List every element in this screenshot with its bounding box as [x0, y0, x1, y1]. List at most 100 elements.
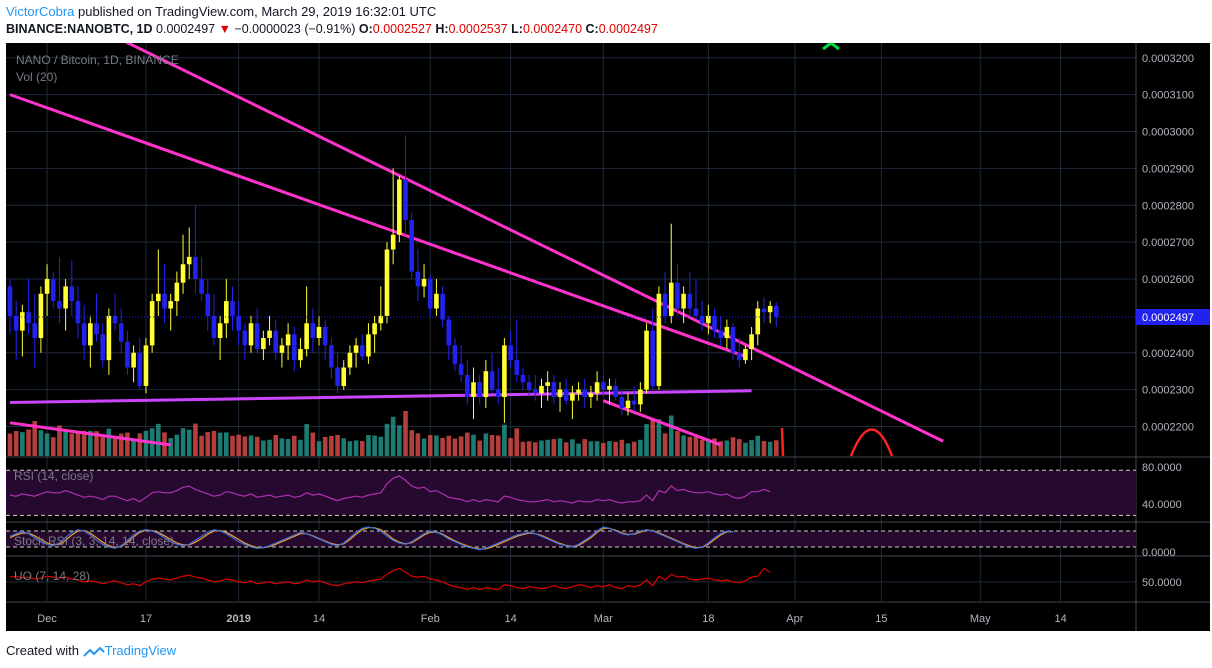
candle-body	[644, 330, 649, 390]
symbol-info: BINANCE:NANOBTC, 1D 0.0002497 ▼ −0.00000…	[6, 22, 658, 36]
candle-body	[600, 382, 606, 390]
volume-bar	[50, 437, 56, 456]
volume-bar	[495, 435, 501, 456]
candle-body	[359, 345, 365, 357]
volume-bar	[217, 432, 223, 456]
chart-area[interactable]: 0.0002497 0.0003200 0.0003100 0.0003000 0.0…	[6, 23, 1210, 631]
candle-body	[477, 382, 482, 397]
candle-body	[285, 334, 291, 346]
stoch-k-line	[9, 526, 734, 551]
volume-bar	[329, 435, 334, 456]
candle-body	[718, 330, 723, 338]
volume-bar	[205, 432, 211, 456]
volume-bar	[397, 425, 402, 456]
volume-bar	[180, 428, 186, 456]
volume-bar	[576, 443, 581, 456]
candle-body	[625, 400, 631, 409]
tradingview-link[interactable]: TradingView	[104, 643, 177, 658]
candle-body	[452, 345, 458, 364]
grid	[6, 43, 1210, 631]
candle-body	[20, 312, 25, 331]
rsi-tick-label: 40.0000	[1142, 499, 1182, 511]
last-price-label-bg	[1136, 308, 1210, 325]
volume-bar	[7, 433, 13, 456]
volume-bar	[38, 430, 44, 456]
chart-svg[interactable]: 0.0002497 0.00032000.00031000.00030000.0…	[6, 23, 1210, 631]
volume-bar	[131, 439, 136, 456]
stoch-label: Stoch RSI (3, 3, 14, 14, close)	[14, 534, 174, 548]
candle-body	[427, 279, 433, 309]
volume-bar	[600, 442, 606, 456]
volume-bar	[88, 430, 93, 456]
volume-bar	[582, 439, 588, 456]
volume-bar	[199, 435, 204, 456]
candle-body	[353, 345, 359, 353]
trendlines	[9, 23, 944, 447]
candle-body	[366, 334, 371, 357]
date-tick-label: 17	[140, 613, 152, 625]
volume-bar	[656, 419, 662, 456]
stoch-tick-label: 0.0000	[1142, 547, 1176, 559]
candle-body	[180, 264, 186, 283]
candle-body	[186, 256, 192, 265]
candle-body	[508, 345, 513, 361]
volume-bar	[712, 438, 717, 456]
volume-bar	[224, 432, 229, 456]
candle-body	[533, 389, 538, 394]
volume-bar	[545, 439, 550, 456]
author-link[interactable]: VictorCobra	[6, 4, 75, 19]
volume-bar	[514, 428, 520, 456]
volume-bar	[446, 435, 452, 456]
volume-bar	[619, 439, 625, 456]
bottom-downtrend-line	[9, 421, 171, 447]
volume-bar	[662, 433, 668, 456]
candle-body	[372, 323, 377, 335]
candle-body	[254, 323, 260, 350]
volume-bar	[106, 428, 112, 456]
volume-bar	[588, 441, 594, 456]
candle-body	[329, 345, 334, 368]
volume-bar	[625, 443, 631, 456]
volume-bar	[310, 432, 316, 456]
volume-bar	[285, 439, 291, 456]
candle-body	[662, 293, 668, 316]
candle-body	[681, 293, 686, 309]
rsi-top-tick-label: 80.0000	[1142, 462, 1182, 474]
candle-body	[434, 293, 439, 309]
volume-bar	[353, 440, 359, 456]
volume-bar	[211, 430, 217, 456]
rsi-line	[9, 475, 771, 504]
candle-body	[706, 315, 711, 324]
date-tick-label: 2019	[226, 613, 250, 625]
created-with-text: Created with	[6, 643, 79, 658]
volume-bar	[699, 439, 705, 456]
price-tick-label: 0.0002900	[1142, 163, 1194, 175]
volume-bar	[304, 424, 309, 456]
volume-bar	[341, 438, 347, 456]
uo-label: UO (7, 14, 28)	[14, 569, 90, 583]
volume-bar	[533, 442, 538, 456]
candle-body	[7, 286, 13, 316]
date-tick-label: 14	[313, 613, 325, 625]
candle-body	[291, 334, 297, 361]
high-value: 0.0002537	[448, 22, 508, 36]
volume-bar	[273, 434, 279, 456]
volume-bar	[427, 434, 433, 456]
candle-body	[458, 363, 464, 375]
decorations: 0.0002497	[6, 41, 1210, 457]
volume-bar	[434, 435, 439, 456]
volume-bar	[26, 429, 31, 456]
candle-body	[100, 334, 105, 361]
candle-body	[261, 338, 266, 350]
open-value: 0.0002527	[372, 22, 432, 36]
volume-bar	[248, 435, 254, 456]
price-tick-label: 0.0002400	[1142, 348, 1194, 360]
last-price-label: 0.0002497	[1142, 312, 1194, 324]
upper-downtrend-line	[89, 23, 944, 443]
uo-line	[9, 567, 771, 591]
volume-bar	[186, 429, 192, 456]
candle-body	[69, 286, 75, 302]
change-arrow-icon: ▼	[218, 22, 231, 36]
volume-bar	[706, 439, 711, 456]
volume-bar	[174, 434, 180, 456]
